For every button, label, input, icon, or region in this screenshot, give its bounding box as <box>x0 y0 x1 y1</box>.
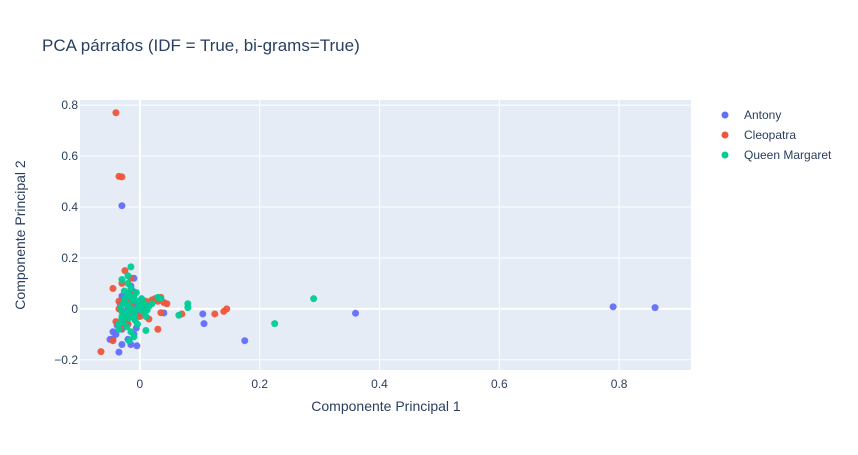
data-point[interactable] <box>120 287 128 295</box>
data-point[interactable] <box>241 337 249 345</box>
data-point[interactable] <box>126 293 134 301</box>
legend-marker <box>721 131 729 139</box>
data-point[interactable] <box>134 320 142 328</box>
data-point[interactable] <box>118 173 126 181</box>
data-point[interactable] <box>352 309 360 317</box>
data-point[interactable] <box>127 263 135 271</box>
data-point[interactable] <box>199 310 207 318</box>
chart-title: PCA párrafos (IDF = True, bi-grams=True) <box>42 36 360 55</box>
data-point[interactable] <box>130 333 138 341</box>
data-point[interactable] <box>124 301 132 309</box>
legend-marker <box>721 151 729 159</box>
x-tick-label: 0.8 <box>611 377 628 391</box>
data-point[interactable] <box>112 109 120 117</box>
legend-label: Antony <box>744 108 781 122</box>
data-point[interactable] <box>123 308 131 316</box>
data-point[interactable] <box>124 272 132 280</box>
data-point[interactable] <box>175 311 183 319</box>
legend-marker <box>721 111 729 119</box>
legend[interactable]: Antony Cleopatra Queen Margaret <box>721 108 833 162</box>
data-point[interactable] <box>118 341 126 349</box>
legend-label: Cleopatra <box>744 128 796 142</box>
data-point[interactable] <box>137 300 145 308</box>
y-tick-label: 0.2 <box>61 251 78 265</box>
data-point[interactable] <box>115 320 123 328</box>
data-point[interactable] <box>220 307 228 315</box>
data-point[interactable] <box>200 320 208 328</box>
data-point[interactable] <box>109 328 117 336</box>
data-point[interactable] <box>97 348 105 356</box>
data-point[interactable] <box>143 306 151 314</box>
y-tick-label: 0.6 <box>61 149 78 163</box>
x-tick-label: 0.2 <box>251 377 268 391</box>
y-tick-label: 0.8 <box>61 98 78 112</box>
data-point[interactable] <box>125 337 133 345</box>
data-point[interactable] <box>115 348 123 356</box>
data-point[interactable] <box>157 309 165 317</box>
data-point[interactable] <box>148 300 156 308</box>
y-axis-label: Componente Principal 2 <box>12 160 28 310</box>
data-point[interactable] <box>609 303 617 311</box>
data-point[interactable] <box>118 202 126 210</box>
y-tick-label: 0.4 <box>61 200 78 214</box>
data-point[interactable] <box>118 315 126 323</box>
data-point[interactable] <box>142 327 150 335</box>
data-point[interactable] <box>651 304 659 312</box>
data-point[interactable] <box>211 310 219 318</box>
series-queen-margaret <box>115 263 318 345</box>
data-point[interactable] <box>118 276 126 284</box>
data-point[interactable] <box>138 295 146 303</box>
data-point[interactable] <box>163 300 171 308</box>
legend-label: Queen Margaret <box>744 148 832 162</box>
data-point[interactable] <box>133 342 141 350</box>
data-point[interactable] <box>271 320 279 328</box>
x-tick-label: 0.6 <box>491 377 508 391</box>
grid-lines <box>80 100 691 370</box>
data-point[interactable] <box>136 313 144 321</box>
data-point[interactable] <box>123 323 131 331</box>
data-point[interactable] <box>132 289 140 297</box>
plot-area <box>80 100 691 370</box>
legend-item-queen-margaret[interactable]: Queen Margaret <box>721 148 833 162</box>
y-tick-label: −0.2 <box>54 353 78 367</box>
data-point[interactable] <box>154 293 162 301</box>
axis-ticks: 0 0.2 0.4 0.6 0.8 −0.2 0 0.2 0.4 0.6 0.8 <box>54 98 627 391</box>
x-axis-label: Componente Principal 1 <box>311 398 461 414</box>
data-point[interactable] <box>310 295 318 303</box>
data-points <box>97 109 659 356</box>
data-point[interactable] <box>127 284 135 292</box>
data-point[interactable] <box>127 328 135 336</box>
legend-item-antony[interactable]: Antony <box>721 108 782 122</box>
data-point[interactable] <box>109 337 117 345</box>
data-point[interactable] <box>115 325 123 333</box>
data-point[interactable] <box>131 312 139 320</box>
data-point[interactable] <box>124 279 132 287</box>
data-point[interactable] <box>121 267 129 275</box>
data-point[interactable] <box>142 313 150 321</box>
x-tick-label: 0.4 <box>371 377 388 391</box>
data-point[interactable] <box>125 314 133 322</box>
data-point[interactable] <box>154 325 162 333</box>
y-tick-label: 0 <box>71 302 78 316</box>
x-tick-label: 0 <box>137 377 144 391</box>
legend-item-cleopatra[interactable]: Cleopatra <box>721 128 797 142</box>
data-point[interactable] <box>184 304 192 312</box>
data-point[interactable] <box>109 284 117 292</box>
data-point[interactable] <box>117 304 125 312</box>
